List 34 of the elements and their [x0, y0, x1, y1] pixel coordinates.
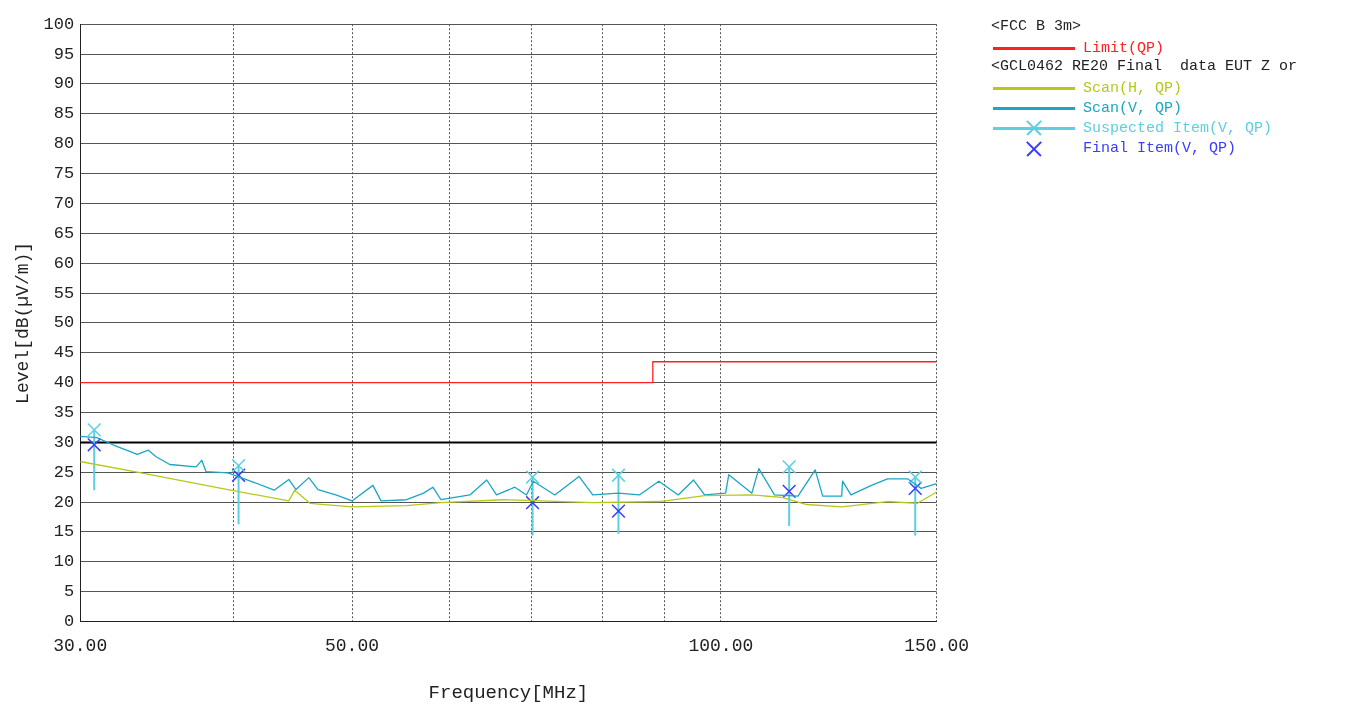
text: Scan(H, QP)	[1083, 79, 1183, 97]
y-tick-label: 0	[64, 612, 75, 632]
y-axis-title: Level[dB(µV/m)]	[12, 241, 33, 404]
y-tick-label: 50	[53, 313, 75, 333]
x-axis-title: Frequency[MHz]	[428, 681, 589, 704]
y-tick-label: 15	[53, 522, 75, 542]
y-tick-label: 100	[43, 14, 75, 34]
y-tick-label: 55	[53, 283, 75, 303]
y-tick-label: 45	[53, 343, 75, 363]
y-tick-label: 80	[53, 134, 75, 154]
y-tick-label: 40	[53, 373, 75, 393]
y-tick-label: 10	[53, 552, 75, 572]
y-tick-label: 75	[53, 164, 75, 184]
x-tick-label: 50.00	[325, 636, 380, 657]
y-tick-label: 35	[53, 403, 75, 423]
x-tick-label: 30.00	[53, 636, 108, 657]
y-tick-label: 25	[53, 462, 75, 482]
y-tick-label: 5	[64, 582, 75, 602]
text: Final Item(V, QP)	[1083, 139, 1237, 157]
text: <FCC B 3m>	[991, 18, 1082, 37]
y-tick-label: 60	[53, 253, 75, 273]
y-tick-label: 30	[53, 432, 75, 452]
text: Limit(QP)	[1083, 39, 1165, 57]
y-tick-label: 20	[53, 492, 75, 512]
text: <GCL0462 RE20 Final data EUT Z or	[991, 58, 1298, 77]
text: Scan(V, QP)	[1083, 99, 1183, 117]
y-tick-label: 95	[53, 44, 75, 64]
text: Suspected Item(V, QP)	[1083, 119, 1273, 137]
x-tick-label: 150.00	[904, 636, 969, 657]
x-tick-label: 100.00	[688, 636, 754, 657]
y-tick-label: 85	[53, 104, 75, 124]
y-tick-label: 65	[53, 223, 75, 243]
y-tick-label: 90	[53, 74, 75, 94]
y-tick-label: 70	[53, 193, 75, 213]
